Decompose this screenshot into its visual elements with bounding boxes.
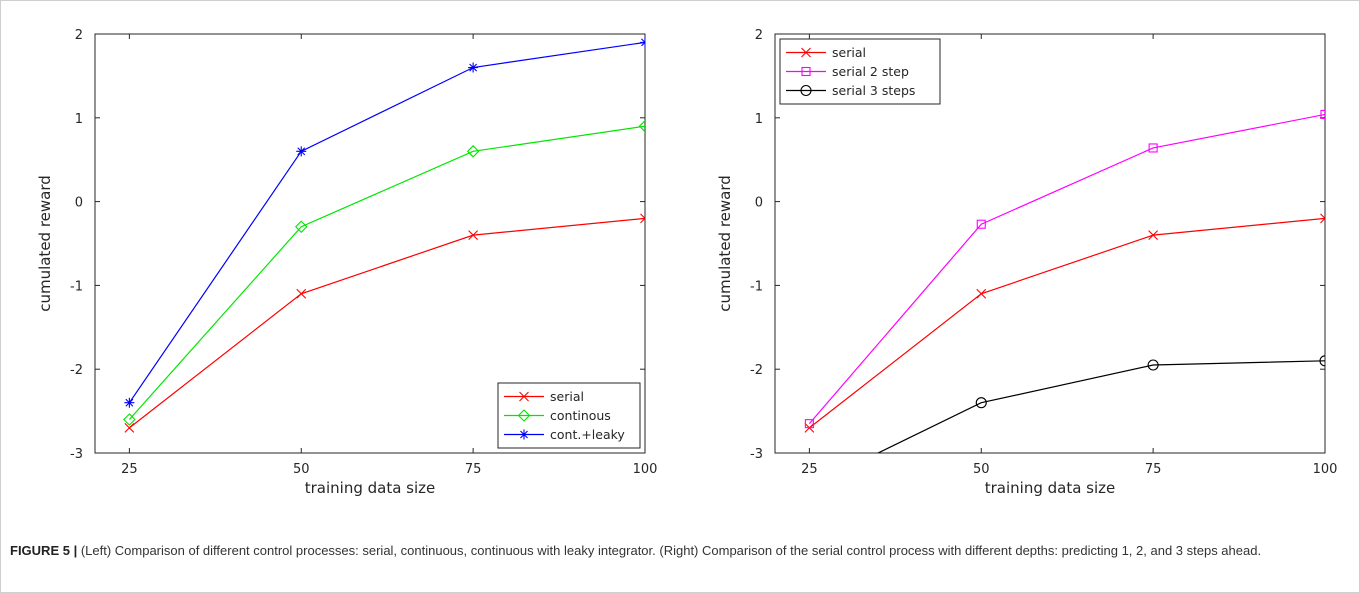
left-legend-label: continous xyxy=(550,408,611,423)
right-ytick-label: -2 xyxy=(750,363,763,378)
right-point xyxy=(975,397,987,409)
left-ylabel: cumulated reward xyxy=(36,175,54,312)
left-ytick-label: 1 xyxy=(75,112,83,127)
left-ytick-label: 0 xyxy=(75,196,83,211)
left-legend-label: serial xyxy=(550,389,584,404)
left-point xyxy=(640,37,645,48)
left-series-line-2 xyxy=(128,125,645,420)
left-legend-marker xyxy=(519,429,529,440)
right-point xyxy=(1147,359,1159,371)
left-point xyxy=(124,422,135,433)
left-point xyxy=(124,397,135,408)
right-point xyxy=(1319,355,1325,367)
right-point xyxy=(804,482,814,492)
right-point xyxy=(1148,230,1159,241)
left-point xyxy=(468,230,479,241)
right-point xyxy=(804,419,814,429)
left-ytick-label: 2 xyxy=(75,28,83,43)
left-legend-label: cont.+leaky xyxy=(550,427,625,442)
left-point xyxy=(296,146,307,157)
right-ylabel: cumulated reward xyxy=(716,175,734,312)
right-series-line-3 xyxy=(876,360,1325,453)
right-legend-label: serial 2 step xyxy=(832,64,909,79)
right-point xyxy=(976,288,987,299)
right-ytick-label: 1 xyxy=(755,112,763,127)
right-point xyxy=(1148,143,1158,153)
right-legend-marker xyxy=(801,47,811,58)
left-xtick-label: 100 xyxy=(633,462,658,477)
right-legend-marker xyxy=(801,66,811,77)
left-legend-marker xyxy=(517,409,531,422)
left-point xyxy=(296,288,307,299)
left-series-line-1 xyxy=(129,217,645,429)
right-legend-label: serial xyxy=(832,45,866,60)
left-point xyxy=(466,145,480,158)
right-ytick-label: 0 xyxy=(755,196,763,211)
right-xtick-label: 50 xyxy=(973,462,990,477)
figure-caption: FIGURE 5 | (Left) Comparison of differen… xyxy=(10,541,1350,561)
right-ytick-label: -3 xyxy=(750,447,763,462)
caption-label: FIGURE 5 | xyxy=(10,543,78,558)
left-legend: serial continous cont.+leaky xyxy=(497,382,641,449)
left-xtick-label: 75 xyxy=(465,462,482,477)
right-point xyxy=(976,219,986,229)
left-point xyxy=(123,413,136,426)
left-xlabel: training data size xyxy=(305,479,436,497)
left-ytick-label: -3 xyxy=(70,447,83,462)
right-xtick-label: 100 xyxy=(1313,462,1338,477)
right-legend: serial serial 2 step serial 3 steps xyxy=(779,38,941,105)
right-xtick-label: 75 xyxy=(1145,462,1162,477)
right-legend-label: serial 3 steps xyxy=(832,83,915,98)
left-series-line-3 xyxy=(128,41,645,404)
left-point xyxy=(638,119,645,133)
left-ytick-label: -2 xyxy=(70,363,83,378)
left-point xyxy=(468,62,479,73)
right-series-line-1 xyxy=(809,217,1325,429)
right-point xyxy=(1320,109,1325,119)
right-ytick-label: 2 xyxy=(755,28,763,43)
left-point xyxy=(294,220,308,234)
right-ytick-label: -1 xyxy=(750,279,763,294)
right-axes-box xyxy=(774,33,1326,454)
right-xtick-label: 25 xyxy=(801,462,818,477)
caption-text: (Left) Comparison of different control p… xyxy=(77,543,1262,558)
right-legend-marker xyxy=(800,84,812,97)
left-chart: 25 50 75 100 -3 -2 -1 0 1 2 training data size cumu… xyxy=(36,28,658,497)
right-chart: 25 50 75 100 -3 -2 -1 0 1 2 training data size cumu… xyxy=(716,28,1338,497)
left-xtick-label: 25 xyxy=(121,462,138,477)
left-point xyxy=(640,213,645,224)
left-xtick-label: 50 xyxy=(293,462,310,477)
left-legend-marker xyxy=(519,391,529,402)
right-xlabel: training data size xyxy=(985,479,1116,497)
right-series-line-2 xyxy=(808,113,1325,425)
left-ytick-label: -1 xyxy=(70,279,83,294)
right-point xyxy=(1320,213,1325,224)
left-axes-box xyxy=(94,33,646,454)
